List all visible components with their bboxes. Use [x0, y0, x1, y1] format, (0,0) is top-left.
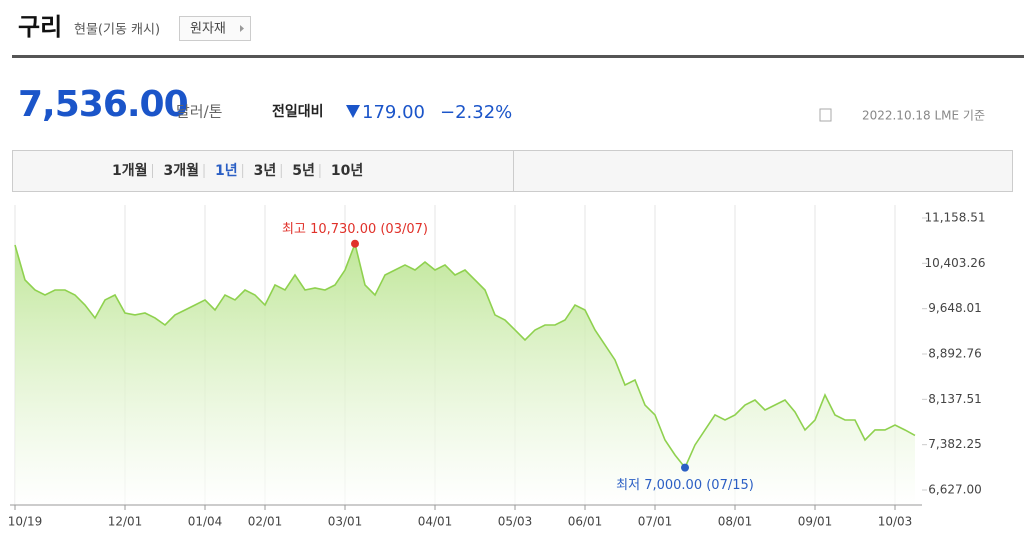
tab[interactable]: 3년 [254, 163, 277, 179]
min-point [681, 463, 689, 472]
doc-icon [819, 108, 832, 122]
title: 구리 [18, 13, 62, 41]
x-tick-label: 10/03 [878, 515, 913, 529]
tab[interactable]: 5년 [292, 163, 315, 179]
x-tick-label: 02/01 [248, 515, 283, 529]
line [14, 241, 916, 470]
x-tick-label: 12/01 [108, 515, 143, 529]
x-tick-label: 04/01 [418, 515, 453, 529]
x-tick-label: 05/03 [498, 515, 533, 529]
x-tick-label: 01/04 [188, 515, 223, 529]
tab-bar [12, 150, 1013, 192]
min-label: 최저 7,000.00 (07/15) [616, 478, 754, 493]
y-tick-label: 8,892.76 [928, 346, 981, 360]
y-tick-label: 6,627.00 [928, 483, 981, 497]
change: 179.00 [362, 102, 425, 123]
y-tick-label: 8,137.51 [928, 392, 981, 406]
unit: 달러/톤 [176, 103, 222, 121]
button-arrow [240, 25, 244, 32]
price: 7,536.00 [18, 84, 188, 125]
area [15, 243, 915, 505]
x-tick-label: 03/01 [328, 515, 363, 529]
tab[interactable]: 3개월 [164, 162, 200, 179]
x-tick-label: 10/19 [8, 515, 43, 529]
y-tick-label: 9,648.01 [928, 301, 981, 315]
header-rule [12, 55, 1024, 58]
y-tick-label: 7,382.25 [928, 437, 981, 451]
button[interactable]: 원자재 [190, 22, 226, 37]
tab[interactable]: 1년 [215, 163, 238, 179]
y-tick-label: 10,403.26 [924, 256, 985, 270]
change-label: 전일대비 [272, 103, 324, 120]
x-tick-label: 06/01 [568, 515, 603, 529]
as-of: 2022.10.18 LME 기준 [862, 109, 985, 123]
max-label: 최고 10,730.00 (03/07) [282, 222, 428, 237]
change-pct: −2.32% [440, 102, 512, 123]
subtitle: 현물(기동 캐시) [74, 23, 160, 38]
x-tick-label: 08/01 [718, 515, 753, 529]
x-tick-label: 09/01 [798, 515, 833, 529]
button-box[interactable] [179, 16, 251, 41]
tab[interactable]: 10년 [331, 163, 363, 179]
tab[interactable]: 1개월 [112, 162, 148, 179]
y-tick-label: 11,158.51 [924, 211, 985, 225]
down-arrow [346, 105, 360, 118]
max-point [351, 239, 359, 248]
x-tick-label: 07/01 [638, 515, 673, 529]
